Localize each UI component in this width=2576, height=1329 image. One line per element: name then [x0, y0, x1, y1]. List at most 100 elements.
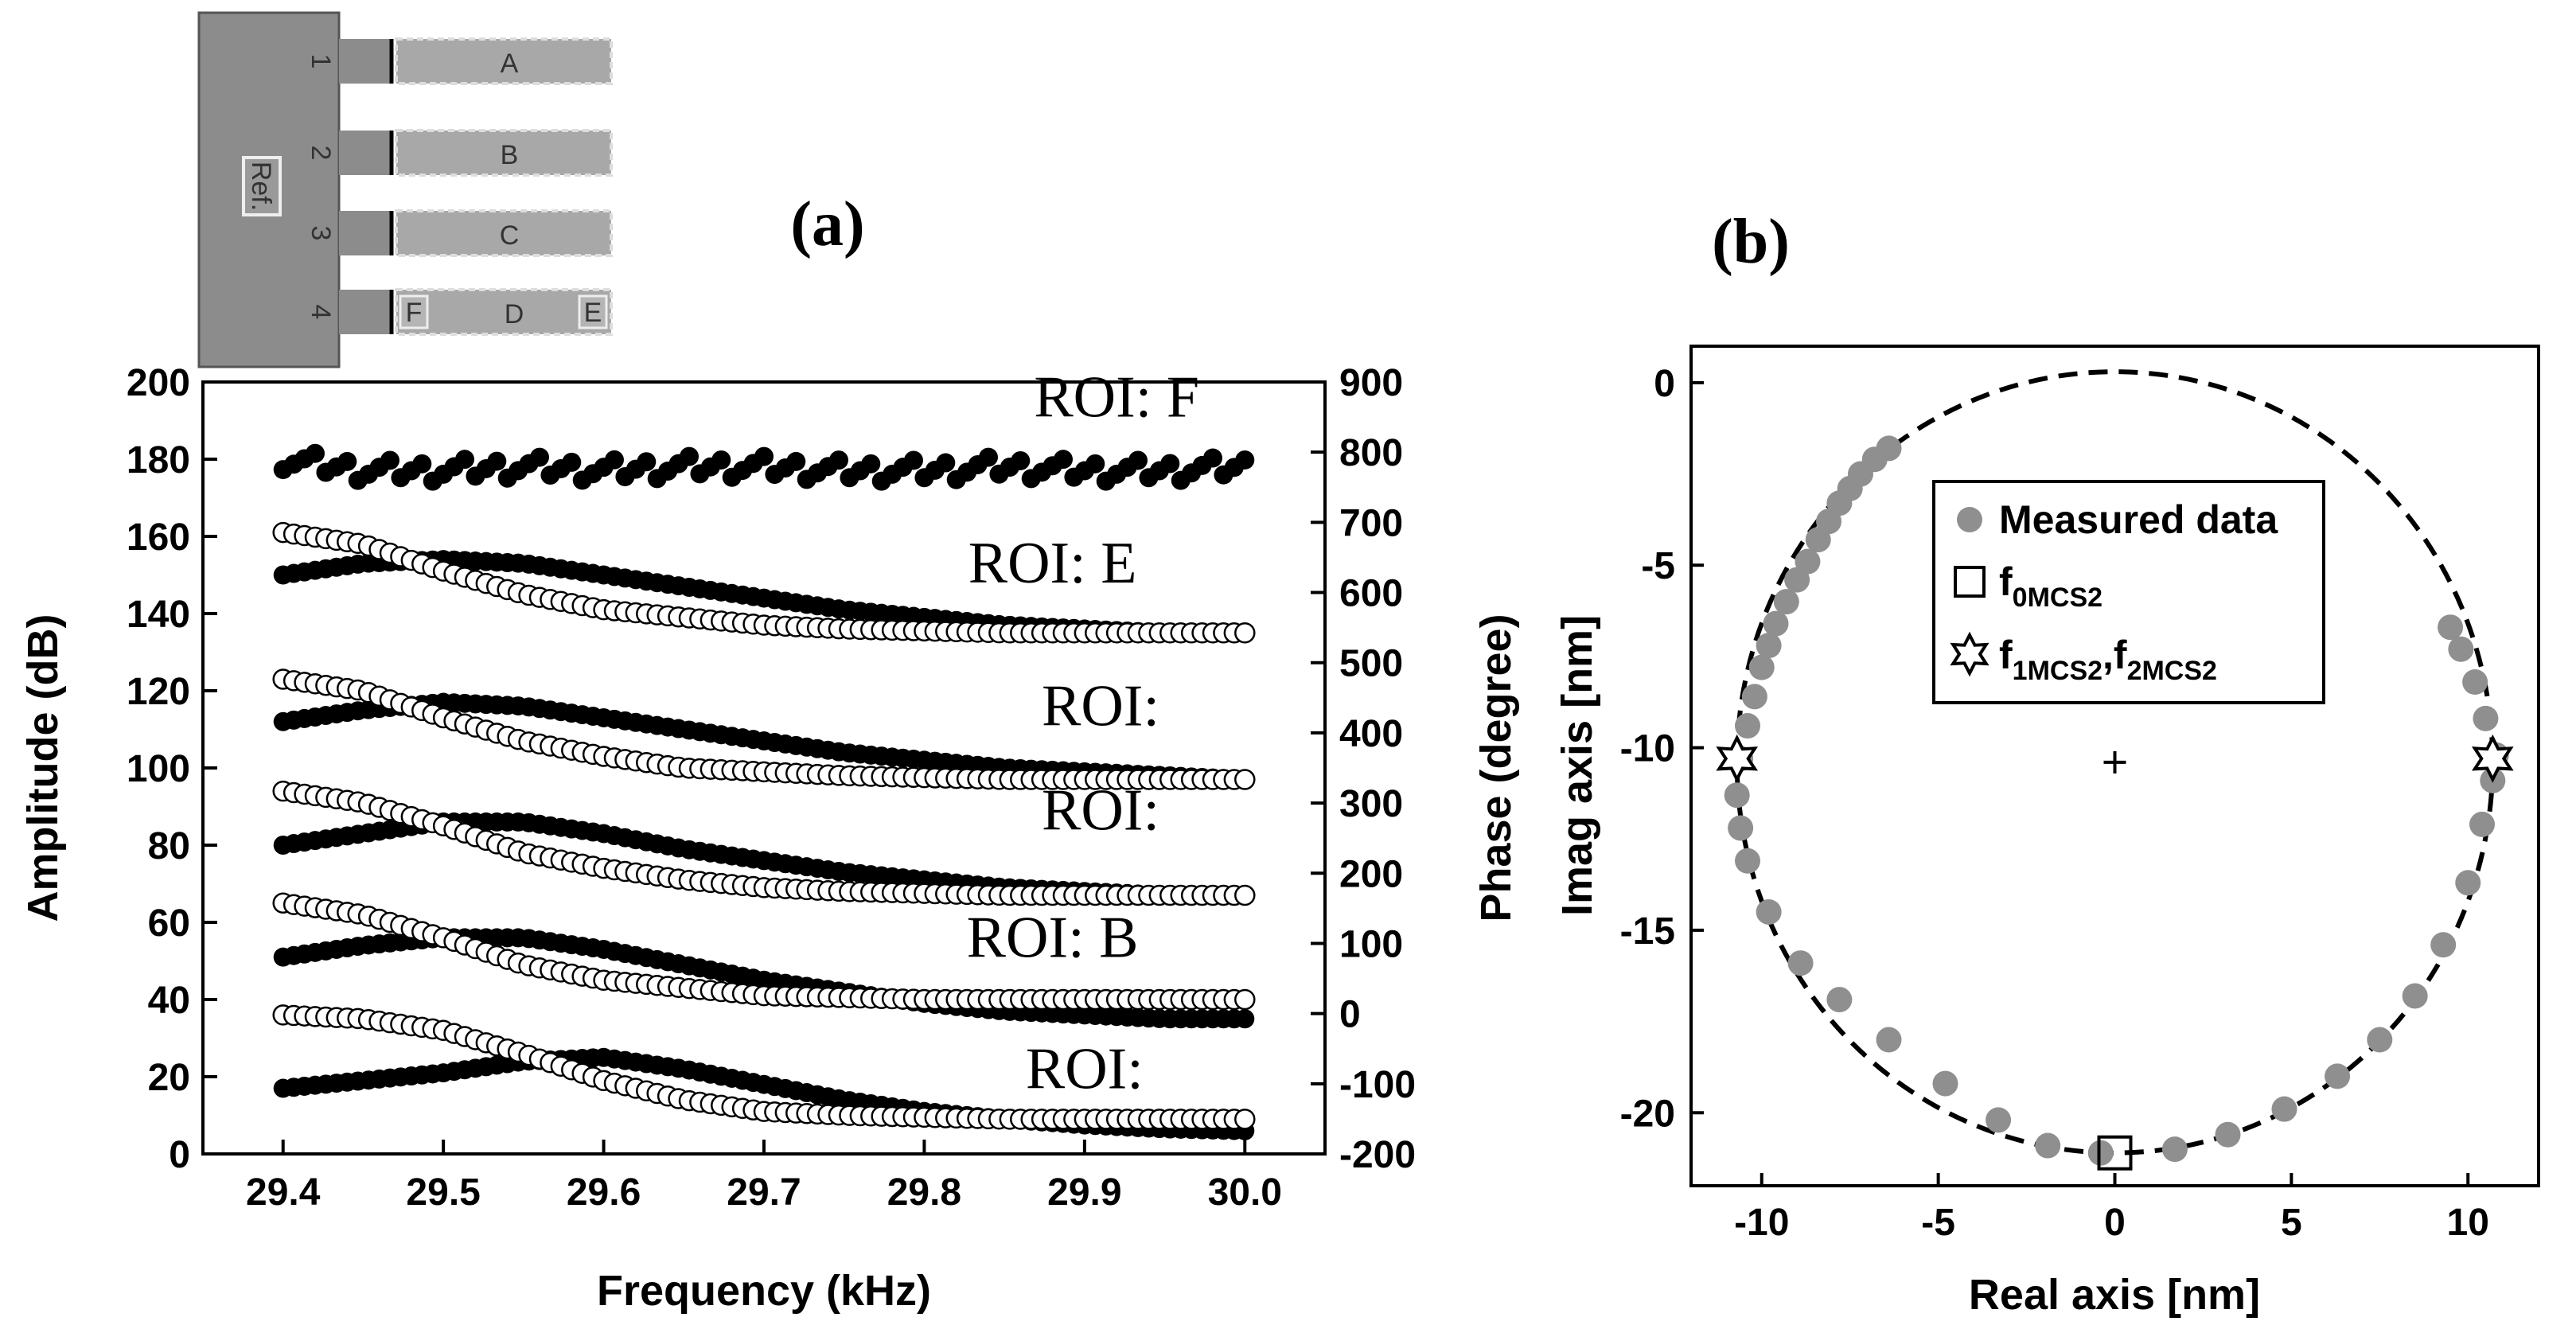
measured-point	[1986, 1107, 2012, 1133]
y2-tick-label: 200	[1339, 853, 1403, 895]
f2-marker	[2471, 734, 2514, 783]
beam-body	[395, 288, 613, 336]
roi-label: ROI: B	[967, 906, 1139, 971]
data-point	[637, 452, 657, 472]
series-4	[272, 668, 1256, 790]
f0-marker	[2097, 1135, 2133, 1171]
measured-point	[1773, 589, 1799, 615]
measured-point	[1756, 898, 1782, 925]
y-tick-label: -20	[1620, 1093, 1675, 1135]
y-tick-label: 20	[148, 1057, 190, 1099]
legend-marker-square	[1954, 566, 1986, 598]
chart-a-roi-labels: ROI: F ROI: E ROI: ROI: ROI: B ROI:	[967, 365, 1199, 1102]
measured-point	[1748, 654, 1775, 680]
data-point	[380, 450, 399, 470]
chart-b: -10 -5 0 5 10 0 -5 -10 -15 -20 Real axis [nm] Im…	[1553, 345, 2540, 1319]
legend-f1-main: f	[1999, 633, 2013, 677]
chart-b-legend: Measured data f0MCS2 f1MCS2,f2MCS2	[1932, 480, 2325, 704]
measured-point	[1763, 610, 1789, 637]
measured-point	[2161, 1136, 2188, 1163]
beam-number: 2	[306, 146, 336, 161]
y-tick-label: 160	[127, 516, 190, 559]
y2-tick-label: 0	[1339, 994, 1361, 1036]
data-point	[1234, 884, 1256, 906]
chart-a-xticks: 29.4 29.5 29.6 29.7 29.8 29.9 30.0	[246, 1140, 1282, 1214]
measured-point	[1784, 567, 1810, 593]
end-tag-e: E	[584, 298, 602, 328]
data-point	[979, 447, 998, 467]
f1-marker	[1716, 734, 1759, 783]
data-point	[1235, 450, 1255, 470]
ref-tag	[242, 156, 282, 216]
chart-b-xticks: -10 -5 0 5 10	[1734, 1173, 2489, 1244]
y2-tick-label: 300	[1339, 783, 1403, 825]
data-point	[306, 443, 325, 463]
data-point	[530, 447, 549, 467]
series-2	[272, 521, 1256, 644]
y2-tick-label: 600	[1339, 573, 1403, 615]
data-point	[1085, 454, 1105, 474]
y-tick-label: 80	[148, 825, 190, 867]
beam-letter: A	[501, 49, 519, 79]
panel-label-a: (a)	[790, 189, 864, 259]
beam-3: 3 C	[306, 209, 613, 257]
x-tick-label: 30.0	[1208, 1171, 1282, 1214]
data-point	[1234, 622, 1256, 644]
ref-label: Ref.	[246, 162, 276, 211]
measured-point	[2087, 1140, 2114, 1166]
data-point	[1054, 450, 1073, 470]
data-point	[680, 446, 699, 466]
measured-point	[2473, 705, 2499, 731]
data-point	[1234, 769, 1256, 790]
y2-tick-label: 900	[1339, 362, 1403, 404]
chart-a-marks	[272, 443, 1256, 1140]
chart-a-y2label: Phase (degree)	[1472, 614, 1520, 922]
x-tick-label: 10	[2447, 1202, 2489, 1244]
data-point	[1234, 988, 1256, 1011]
x-tick-label: 0	[2104, 1202, 2126, 1244]
beam-2: 2 B	[306, 129, 613, 177]
chart-a-yticks: 0 20 40 60 80 100 120 140 160 180 200	[127, 362, 217, 1176]
measured-point	[2271, 1096, 2297, 1122]
roi-label: ROI: F	[1034, 365, 1199, 431]
x-tick-label: 29.5	[406, 1171, 480, 1214]
legend-text-f0: f0MCS2	[1999, 559, 2102, 613]
measured-point	[2455, 870, 2481, 896]
chart-a-xlabel: Frequency (kHz)	[597, 1267, 931, 1315]
beam-letter: C	[500, 220, 520, 251]
legend-f0-sub: 0MCS2	[2013, 583, 2102, 613]
x-tick-label: 29.9	[1047, 1171, 1121, 1214]
end-tag-box	[399, 294, 429, 329]
measured-point	[2462, 669, 2488, 695]
end-tag-box	[578, 294, 608, 329]
chart-b-ylabel: Imag axis [nm]	[1553, 615, 1601, 916]
y-tick-label: 120	[127, 671, 190, 713]
data-point	[1203, 448, 1222, 468]
y2-tick-label: 800	[1339, 432, 1403, 474]
measured-point	[1805, 527, 1831, 553]
data-point	[1234, 1109, 1256, 1130]
data-point	[487, 451, 507, 471]
legend-f2-main: ,f	[2102, 633, 2127, 677]
y-tick-label: 100	[127, 748, 190, 790]
y-tick-label: 140	[127, 594, 190, 636]
chart-b-xlabel: Real axis [nm]	[1969, 1271, 2260, 1319]
beam-number: 3	[306, 226, 336, 241]
data-point	[711, 450, 731, 470]
data-point	[936, 453, 956, 473]
beam-letter: D	[505, 299, 524, 329]
beam-body	[395, 129, 613, 177]
measured-point	[1728, 815, 1754, 841]
panel-label-b: (b)	[1712, 207, 1790, 277]
measured-point	[2367, 1027, 2393, 1053]
data-point	[455, 450, 474, 470]
measured-point	[1735, 848, 1760, 874]
y-tick-label: 40	[148, 980, 190, 1022]
measured-point	[2402, 983, 2428, 1009]
chart-a-y2ticks: -200 -100 0 100 200 300 400 500 600 700 800 900	[1311, 362, 1416, 1176]
measured-point	[2469, 811, 2495, 837]
legend-text-measured: Measured data	[1999, 497, 2278, 542]
beam-number: 4	[306, 305, 336, 320]
data-point	[1128, 450, 1148, 470]
